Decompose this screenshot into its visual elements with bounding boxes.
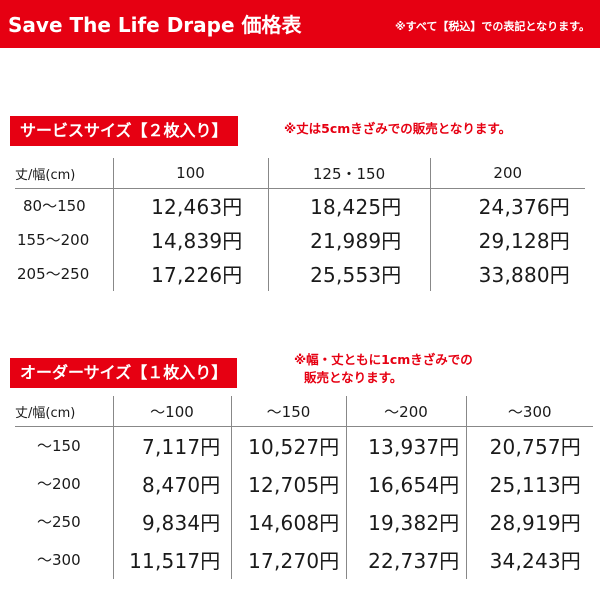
price-cell: 29,128円 xyxy=(429,222,585,257)
price-cell: 20,757円 xyxy=(465,426,593,465)
page-title: Save The Life Drape 価格表 xyxy=(8,13,302,37)
price-cell: 12,705円 xyxy=(230,464,346,503)
order-corner-label: 丈/幅(cm) xyxy=(15,396,113,427)
price-cell: 18,425円 xyxy=(267,188,430,223)
header-banner: Save The Life Drape 価格表 ※すべて【税込】での表記となりま… xyxy=(0,0,600,48)
table-row: 〜150 7,117円 10,527円 13,937円 20,757円 xyxy=(15,426,593,465)
price-cell: 17,270円 xyxy=(230,540,346,579)
price-cell: 10,527円 xyxy=(230,426,346,465)
price-cell: 9,834円 xyxy=(112,502,231,541)
price-cell: 7,117円 xyxy=(112,426,231,465)
table-row: 205〜250 17,226円 25,553円 33,880円 xyxy=(15,256,585,291)
price-cell: 16,654円 xyxy=(345,464,466,503)
row-label: 155〜200 xyxy=(17,231,90,249)
table-row: 〜250 9,834円 14,608円 19,382円 28,919円 xyxy=(15,502,593,541)
service-header-row: 丈/幅(cm) 100 125・150 200 xyxy=(15,158,585,189)
price-cell: 33,880円 xyxy=(429,256,585,291)
order-size-label: オーダーサイズ【１枚入り】 xyxy=(10,358,238,388)
order-col-header: 〜300 xyxy=(465,396,593,427)
table-row: 80〜150 12,463円 18,425円 24,376円 xyxy=(15,188,585,223)
row-label: 〜150 xyxy=(37,437,81,456)
service-col-header: 200 xyxy=(429,158,585,189)
price-cell: 28,919円 xyxy=(465,502,593,541)
price-cell: 11,517円 xyxy=(112,540,231,579)
price-cell: 17,226円 xyxy=(112,256,268,291)
order-price-table: 丈/幅(cm) 〜100 〜150 〜200 〜300 〜150 7,117円 … xyxy=(15,396,593,579)
table-row: 155〜200 14,839円 21,989円 29,128円 xyxy=(15,222,585,257)
price-cell: 14,608円 xyxy=(230,502,346,541)
price-cell: 24,376円 xyxy=(429,188,585,223)
price-cell: 34,243円 xyxy=(465,540,593,579)
row-label: 〜250 xyxy=(37,513,81,531)
service-corner-label: 丈/幅(cm) xyxy=(15,158,113,189)
order-col-header: 〜200 xyxy=(345,396,466,427)
table-row: 〜300 11,517円 17,270円 22,737円 34,243円 xyxy=(15,540,593,579)
row-label: 80〜150 xyxy=(23,197,86,216)
row-label: 〜300 xyxy=(37,551,81,569)
price-cell: 14,839円 xyxy=(112,222,268,257)
tax-note: ※すべて【税込】での表記となります。 xyxy=(394,20,590,33)
price-cell: 13,937円 xyxy=(345,426,466,465)
service-size-label: サービスサイズ【２枚入り】 xyxy=(10,116,238,146)
price-cell: 12,463円 xyxy=(112,188,268,223)
service-size-note: ※丈は5cmきざみでの販売となります。 xyxy=(284,121,512,136)
order-col-header: 〜100 xyxy=(112,396,231,427)
price-cell: 25,553円 xyxy=(267,256,430,291)
price-cell: 21,989円 xyxy=(267,222,430,257)
service-price-table: 丈/幅(cm) 100 125・150 200 80〜150 12,463円 1… xyxy=(15,158,585,291)
order-header-row: 丈/幅(cm) 〜100 〜150 〜200 〜300 xyxy=(15,396,593,427)
table-row: 〜200 8,470円 12,705円 16,654円 25,113円 xyxy=(15,464,593,503)
row-label: 〜200 xyxy=(37,475,81,493)
row-label: 205〜250 xyxy=(17,265,90,283)
price-cell: 22,737円 xyxy=(345,540,466,579)
order-col-header: 〜150 xyxy=(230,396,346,427)
price-cell: 19,382円 xyxy=(345,502,466,541)
price-cell: 25,113円 xyxy=(465,464,593,503)
order-size-note-line2: 販売となります。 xyxy=(304,370,403,385)
order-size-note-line1: ※幅・丈ともに1cmきざみでの xyxy=(294,352,473,367)
service-col-header: 100 xyxy=(112,158,268,189)
price-cell: 8,470円 xyxy=(112,464,231,503)
service-col-header: 125・150 xyxy=(267,158,430,189)
